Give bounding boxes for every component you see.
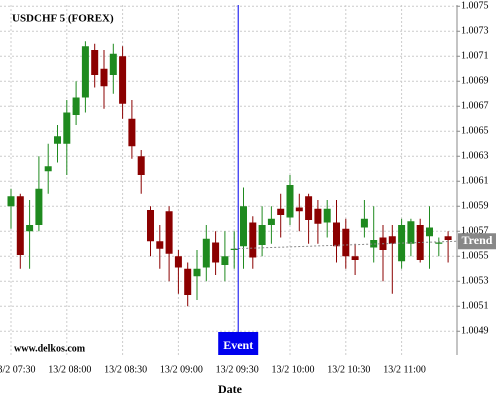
candle-body	[333, 222, 340, 247]
candle-body	[128, 118, 136, 147]
candle-body	[35, 188, 43, 225]
candle-body	[351, 256, 359, 260]
candle-body	[212, 242, 220, 263]
candle-body	[388, 236, 396, 244]
candle-body	[63, 112, 71, 144]
candle-body	[156, 241, 164, 249]
candle-body	[305, 196, 313, 220]
candle-body	[26, 225, 34, 232]
grid	[0, 5, 457, 355]
candle-body	[174, 256, 182, 268]
candle-body	[147, 210, 154, 242]
y-tick-label: 1.0069	[461, 76, 489, 87]
candle-body	[426, 227, 433, 237]
y-tick-label: 1.0073	[461, 26, 489, 37]
y-tick-label: 1.0061	[461, 176, 489, 187]
candle-body	[342, 228, 350, 257]
candle-body	[230, 248, 238, 250]
trend-line	[234, 240, 458, 250]
candle-body	[295, 207, 303, 212]
candle-body	[277, 208, 285, 215]
candle-body	[16, 196, 24, 255]
candle-body	[72, 97, 80, 115]
candle-body	[109, 53, 117, 75]
y-tick-label: 1.0067	[461, 101, 489, 112]
candle-body	[258, 225, 266, 245]
candle-body	[193, 268, 201, 277]
watermark: www.delkos.com	[14, 343, 86, 354]
x-tick-label: 13/2 08:00	[48, 364, 91, 375]
x-axis-title: Date	[218, 382, 243, 396]
candle-body	[416, 225, 424, 260]
candle-body	[370, 240, 378, 248]
candle-body	[360, 218, 368, 228]
candle-body	[314, 208, 322, 224]
candle-body	[44, 166, 52, 172]
y-tick-label: 1.0065	[461, 126, 489, 137]
y-tick-label: 1.0051	[461, 301, 489, 312]
candle-body	[221, 256, 229, 265]
y-tick-label: 1.0055	[461, 251, 489, 262]
candle-body	[240, 206, 247, 247]
candle-body	[184, 268, 192, 295]
y-tick-label: 1.0071	[461, 51, 489, 62]
candle-body	[91, 50, 99, 75]
x-tick-label: 13/2 10:30	[327, 364, 370, 375]
y-tick-label: 1.0049	[461, 326, 489, 337]
candle-body	[444, 236, 452, 240]
candle-body	[81, 46, 89, 98]
y-tick-label: 1.0059	[461, 201, 489, 212]
y-tick-label: 1.0063	[461, 151, 489, 162]
candle-body	[435, 242, 443, 244]
candle-body	[202, 238, 210, 268]
event-label-box	[218, 332, 259, 355]
y-tick-label: 1.0053	[461, 276, 489, 287]
y-tick-label: 1.0057	[461, 226, 489, 237]
x-tick-label: 13/2 10:00	[271, 364, 314, 375]
candle-body	[407, 221, 415, 244]
candle-body	[100, 68, 108, 87]
candle-body	[249, 222, 257, 258]
candle-body	[54, 136, 61, 144]
trend-label: Trend	[462, 233, 493, 247]
x-tick-label: 13/2 08:30	[104, 364, 147, 375]
x-tick-label: 13/2 07:30	[0, 364, 36, 375]
candle-body	[119, 56, 127, 104]
candle-body	[165, 211, 173, 254]
candle-body	[137, 156, 145, 175]
y-tick-label: 1.0075	[461, 1, 489, 12]
x-tick-label: 13/2 11:00	[383, 364, 426, 375]
trend-label-box	[458, 233, 496, 250]
candle-body	[398, 225, 406, 262]
candle-body	[323, 208, 331, 223]
chart-title: USDCHF 5 (FOREX)	[12, 13, 114, 25]
candle-body	[267, 218, 275, 225]
candle-body	[7, 196, 15, 207]
event-label: Event	[223, 338, 253, 352]
marks	[7, 41, 452, 307]
x-tick-label: 13/2 09:00	[160, 364, 203, 375]
candle-body	[286, 185, 294, 218]
x-tick-label: 13/2 09:30	[216, 364, 259, 375]
